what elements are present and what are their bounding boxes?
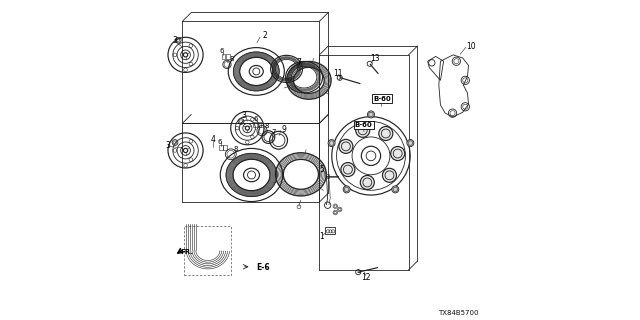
Text: 3: 3	[242, 111, 246, 120]
Text: B-60: B-60	[373, 95, 391, 101]
Text: FR.: FR.	[180, 249, 193, 255]
Text: 7: 7	[296, 58, 301, 67]
Circle shape	[343, 186, 350, 193]
Circle shape	[383, 168, 397, 182]
Text: 13: 13	[370, 54, 380, 63]
Circle shape	[328, 140, 335, 147]
Text: 8: 8	[229, 56, 234, 62]
Text: B-60: B-60	[355, 122, 372, 128]
Bar	[223, 145, 227, 150]
Text: 8: 8	[234, 146, 238, 152]
Text: 6: 6	[220, 48, 224, 54]
Text: 2: 2	[262, 31, 267, 40]
Text: 6: 6	[253, 116, 258, 122]
Text: E-6: E-6	[256, 263, 270, 272]
Text: 3: 3	[173, 36, 178, 45]
Bar	[325, 227, 335, 234]
Text: 12: 12	[361, 273, 371, 282]
Bar	[253, 122, 257, 127]
Circle shape	[390, 147, 404, 161]
Circle shape	[407, 140, 414, 147]
Bar	[184, 226, 231, 275]
Text: 3: 3	[166, 141, 170, 150]
Text: 1: 1	[319, 232, 324, 241]
Circle shape	[367, 111, 374, 118]
Circle shape	[360, 175, 374, 189]
Circle shape	[356, 123, 370, 137]
Text: 5: 5	[319, 165, 324, 174]
Bar	[258, 122, 261, 127]
Bar	[226, 54, 230, 59]
Text: 11: 11	[333, 69, 342, 78]
Circle shape	[392, 186, 399, 193]
Text: 10: 10	[467, 42, 476, 51]
Circle shape	[341, 163, 355, 177]
Text: 6: 6	[217, 139, 221, 145]
Circle shape	[379, 126, 393, 140]
Text: 9: 9	[281, 125, 286, 134]
Circle shape	[339, 139, 353, 153]
Bar	[219, 145, 223, 150]
Text: TX84B5700: TX84B5700	[438, 310, 479, 316]
Bar	[221, 54, 225, 59]
Text: 4: 4	[211, 135, 216, 144]
Text: 7: 7	[271, 129, 275, 135]
Text: 8: 8	[264, 123, 269, 129]
Bar	[326, 174, 329, 178]
